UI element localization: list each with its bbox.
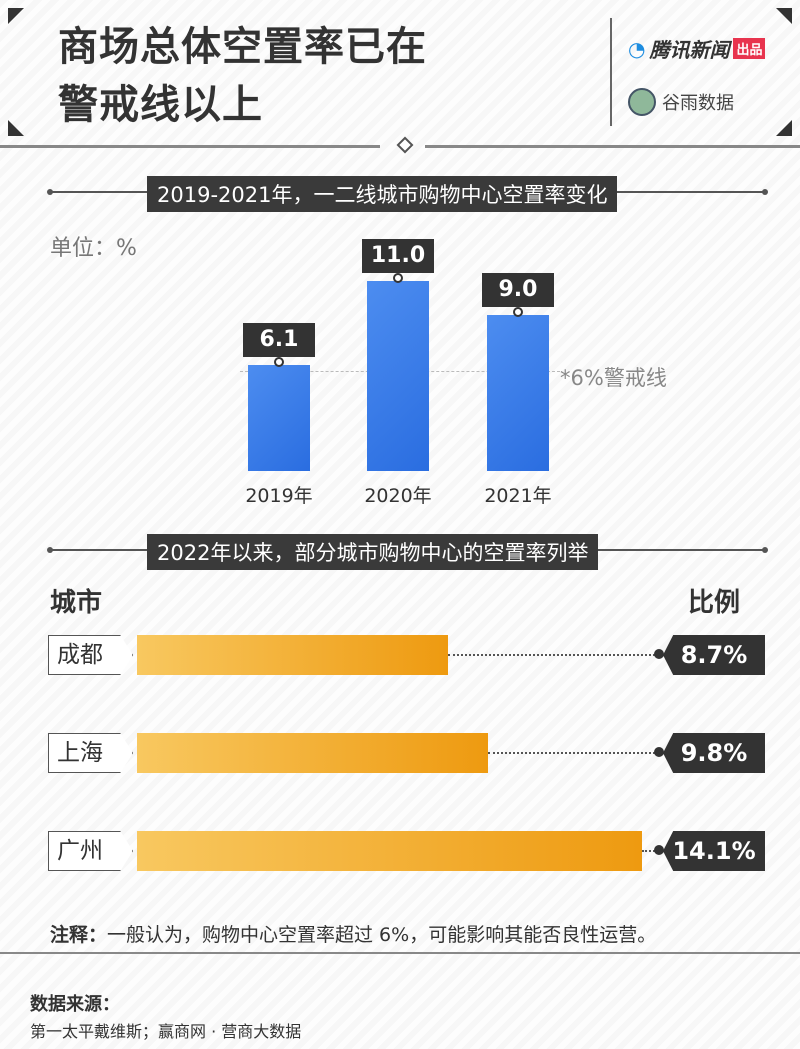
value-label: 6.1 <box>243 323 315 358</box>
label-dot <box>393 272 403 283</box>
column-header-city: 城市 <box>50 588 103 618</box>
diamond-icon <box>396 136 414 154</box>
column-header-ratio: 比例 <box>688 588 741 618</box>
page-title: 商场总体空置率已在 警戒线以上 <box>58 24 427 128</box>
divider <box>0 145 380 148</box>
label-dot <box>513 307 523 318</box>
divider <box>0 952 800 954</box>
brand-logo: ◔ 腾讯新闻 出品 <box>628 34 766 63</box>
partner-logo: 谷雨数据 <box>628 88 734 116</box>
bar-2019年 <box>248 365 310 471</box>
corner-mark <box>8 8 24 24</box>
corner-mark <box>8 120 24 136</box>
city-label: 成都 <box>48 635 133 675</box>
leader-line <box>641 850 663 852</box>
city-label: 广州 <box>48 831 133 871</box>
hbar-上海 <box>137 733 488 773</box>
hbar-广州 <box>137 831 642 871</box>
leader-line <box>487 752 663 754</box>
footnote: 注释：一般认为，购物中心空置率超过 6%，可能影响其能否良性运营。 <box>50 924 657 946</box>
divider <box>425 145 800 148</box>
value-label: 11.0 <box>362 238 434 273</box>
city-label: 上海 <box>48 733 133 773</box>
corner-mark <box>776 8 792 24</box>
line-dot <box>762 189 768 195</box>
value-label: 8.7% <box>663 635 765 675</box>
threshold-label: *6%警戒线 <box>560 366 667 390</box>
label-dot <box>274 357 284 368</box>
leader-line <box>448 654 663 656</box>
x-tick-label: 2020年 <box>364 485 432 507</box>
x-tick-label: 2019年 <box>245 485 313 507</box>
divider <box>610 18 612 126</box>
value-label: 9.8% <box>663 733 765 773</box>
corner-mark <box>776 120 792 136</box>
label-dot <box>654 649 664 659</box>
x-tick-label: 2021年 <box>484 485 552 507</box>
bar-2021年 <box>487 315 549 471</box>
unit-label: 单位：% <box>50 236 137 261</box>
line-dot <box>762 547 768 553</box>
source-label: 数据来源： <box>30 994 120 1015</box>
hbar-成都 <box>137 635 449 675</box>
section-title: 2019-2021年，一二线城市购物中心空置率变化 <box>147 176 618 212</box>
label-dot <box>654 747 664 757</box>
bar-2020年 <box>367 280 429 471</box>
section-title: 2022年以来，部分城市购物中心的空置率列举 <box>147 534 599 570</box>
value-label: 14.1% <box>663 831 765 871</box>
source-text: 第一太平戴维斯；赢商网 · 营商大数据 <box>30 1022 302 1041</box>
label-dot <box>654 845 664 855</box>
value-label: 9.0 <box>482 273 554 308</box>
